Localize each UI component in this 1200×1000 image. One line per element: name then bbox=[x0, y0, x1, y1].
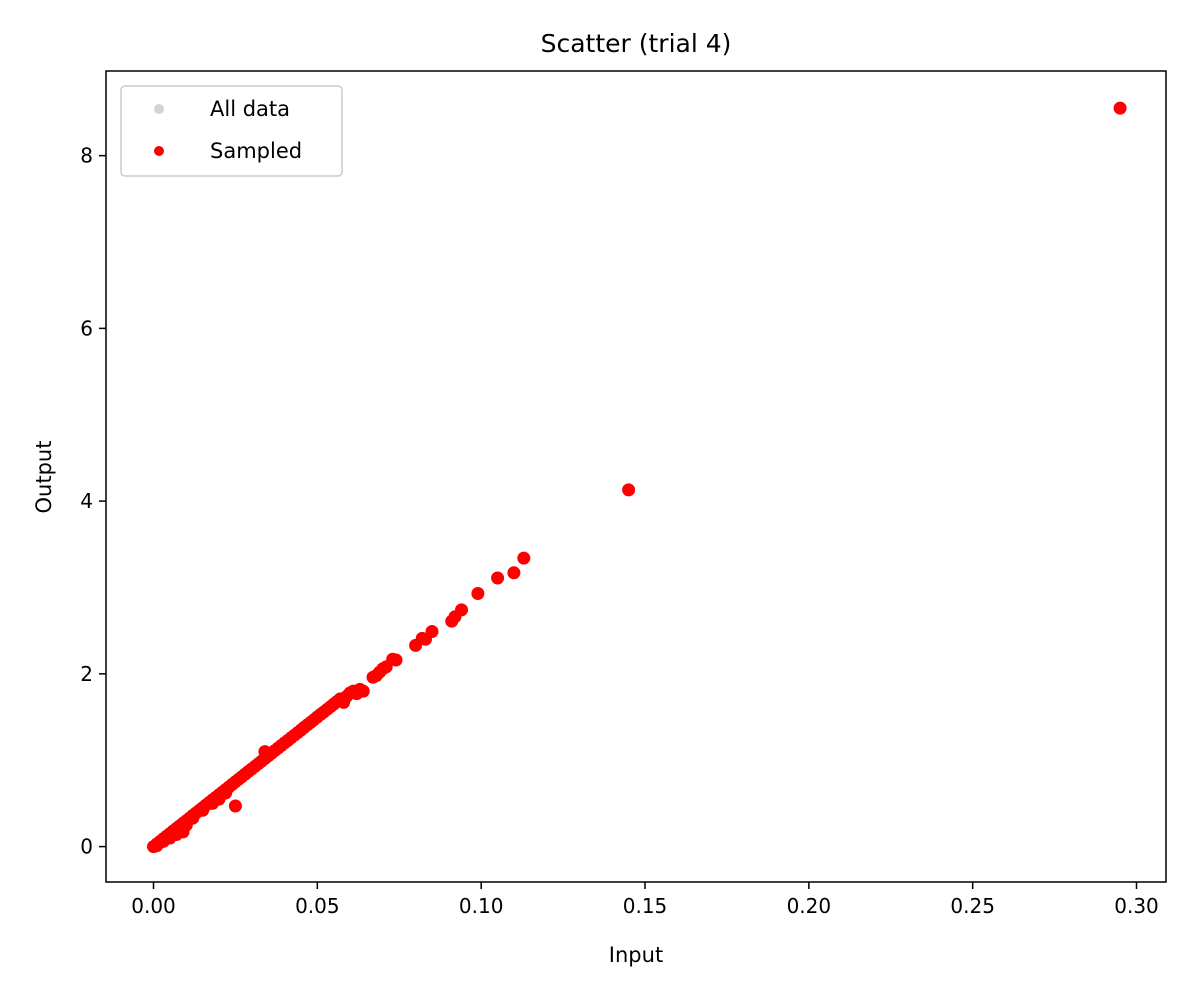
legend: All data Sampled bbox=[120, 85, 343, 177]
data-point bbox=[517, 551, 531, 565]
legend-box bbox=[120, 85, 343, 177]
y-tick-label: 6 bbox=[80, 316, 93, 340]
data-point bbox=[186, 811, 200, 825]
x-tick-label: 0.25 bbox=[950, 894, 995, 918]
data-point bbox=[425, 625, 439, 638]
data-point bbox=[228, 799, 242, 813]
legend-marker-sampled bbox=[154, 146, 164, 156]
x-tick-label: 0.20 bbox=[787, 894, 832, 918]
data-point bbox=[455, 603, 468, 617]
y-tick-label: 0 bbox=[80, 835, 93, 859]
legend-label-sampled: Sampled bbox=[210, 139, 302, 163]
data-point bbox=[258, 745, 272, 759]
x-axis-label: Input bbox=[609, 943, 663, 967]
legend-marker-all-data bbox=[154, 104, 164, 114]
data-point bbox=[622, 483, 636, 497]
x-tick-label: 0.00 bbox=[131, 894, 176, 918]
y-axis: 0 2 4 6 8 bbox=[80, 144, 106, 859]
data-point bbox=[196, 803, 210, 817]
data-point bbox=[491, 571, 505, 585]
x-tick-label: 0.05 bbox=[295, 894, 340, 918]
points-layer bbox=[147, 101, 1127, 854]
data-point bbox=[1113, 101, 1127, 115]
data-point bbox=[219, 786, 233, 800]
data-point bbox=[356, 684, 370, 698]
x-axis: 0.00 0.05 0.10 0.15 0.20 0.25 0.30 bbox=[131, 882, 1159, 918]
chart-title: Scatter (trial 4) bbox=[541, 29, 732, 58]
data-point bbox=[471, 587, 485, 600]
x-tick-label: 0.15 bbox=[623, 894, 668, 918]
x-tick-label: 0.10 bbox=[459, 894, 504, 918]
legend-label-all-data: All data bbox=[210, 97, 290, 121]
data-point bbox=[507, 566, 521, 580]
x-tick-label: 0.30 bbox=[1114, 894, 1159, 918]
data-point bbox=[389, 653, 403, 667]
y-tick-label: 4 bbox=[80, 489, 93, 513]
y-axis-label: Output bbox=[32, 441, 56, 514]
y-tick-label: 2 bbox=[80, 662, 93, 686]
y-tick-label: 8 bbox=[80, 144, 93, 168]
plot-frame bbox=[105, 70, 1167, 883]
